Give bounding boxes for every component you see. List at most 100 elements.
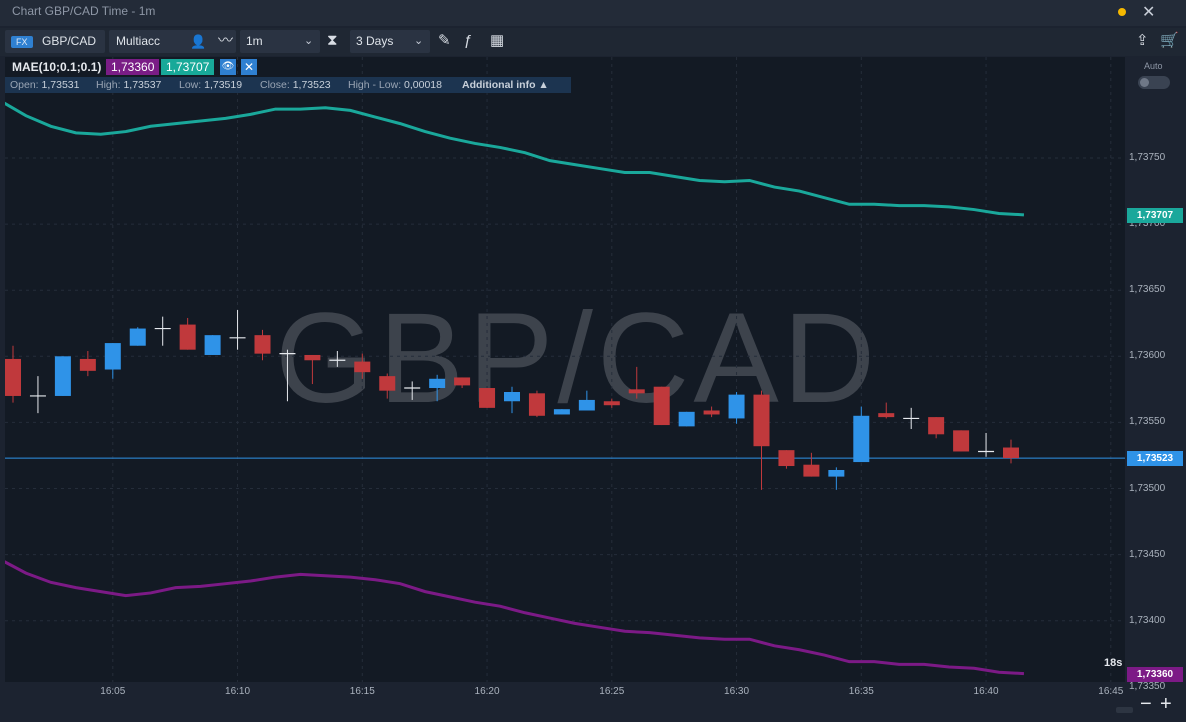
symbol-watermark: GBP/CAD xyxy=(275,287,880,430)
chevron-down-icon: ⌄ xyxy=(304,35,314,47)
current-price-tag: 1,73523 xyxy=(1127,451,1183,467)
candle-body xyxy=(853,415,870,463)
candle-body xyxy=(204,335,221,355)
title-bar: Chart GBP/CAD Time - 1m ✕ xyxy=(0,0,1186,26)
candle-body xyxy=(653,386,670,426)
candle-timer: 18s xyxy=(1104,657,1123,669)
price-tick-label: 1,73700 xyxy=(1129,218,1166,230)
candle-body xyxy=(753,394,770,447)
candle-body xyxy=(928,417,945,435)
candle-body xyxy=(803,464,820,477)
range-label: 3 Days xyxy=(356,34,394,48)
price-tick-label: 1,73600 xyxy=(1129,350,1166,362)
auto-scale-label: Auto xyxy=(1144,61,1163,71)
candle-body xyxy=(54,356,71,396)
zoom-in-icon[interactable]: + xyxy=(1160,693,1172,715)
timeframe-label: 1m xyxy=(246,34,263,48)
time-tick-label: 16:05 xyxy=(100,686,126,697)
candle-body xyxy=(179,324,196,350)
templates-icon[interactable]: ▦ xyxy=(490,32,505,49)
candle-body xyxy=(628,389,645,394)
candlestick-chart xyxy=(5,57,1125,682)
candle-body xyxy=(553,409,570,415)
price-tick-label: 1,73500 xyxy=(1129,482,1166,494)
candle-body xyxy=(429,378,446,389)
account-selector[interactable]: Multiacc 👤 xyxy=(109,30,236,53)
time-tick-label: 16:45 xyxy=(1098,686,1124,697)
account-label: Multiacc xyxy=(116,34,161,48)
time-tick-label: 16:35 xyxy=(848,686,874,697)
price-axis[interactable]: Auto 1,73350 1,73400 1,73450 1,73500 1,73550… xyxy=(1125,57,1186,692)
candle-body xyxy=(603,401,620,406)
upper-band-value: 1,73707 xyxy=(161,59,215,75)
low-readout: Low: 1,73519 xyxy=(179,79,243,91)
chart-type-icon[interactable]: 〰 xyxy=(218,32,234,49)
candle-body xyxy=(953,430,970,452)
indicators-icon[interactable]: ƒ xyxy=(464,32,473,49)
candle-body xyxy=(104,343,121,370)
candle-body xyxy=(828,469,845,477)
close-readout: Close: 1,73523 xyxy=(260,79,331,91)
candle-body xyxy=(5,358,21,396)
upper-band-price-tag: 1,73707 xyxy=(1127,207,1183,223)
indicator-name: MAE(10;0.1;0.1) xyxy=(12,60,102,74)
time-tick-label: 16:15 xyxy=(349,686,375,697)
time-tick-label: 16:40 xyxy=(973,686,999,697)
candle-body xyxy=(504,391,520,402)
additional-info-toggle[interactable]: Additional info ▲ xyxy=(462,79,549,91)
candle-body xyxy=(728,394,745,419)
time-tick-label: 16:30 xyxy=(724,686,750,697)
symbol-label: GBP/CAD xyxy=(42,34,97,48)
account-icon: 👤 xyxy=(190,34,207,49)
chevron-down-icon: ⌄ xyxy=(414,35,424,47)
range-readout: High - Low: 0,00018 xyxy=(348,79,442,91)
candle-body xyxy=(479,388,496,408)
candle-body xyxy=(254,335,271,354)
cart-icon[interactable]: 🛒 xyxy=(1160,32,1179,49)
lower-band-value: 1,73360 xyxy=(106,59,160,75)
range-select[interactable]: 3 Days ⌄ xyxy=(350,30,430,53)
price-tick-label: 1,73650 xyxy=(1129,284,1166,296)
price-tick-label: 1,73550 xyxy=(1129,416,1166,428)
time-tick-label: 16:25 xyxy=(599,686,625,697)
window-title: Chart GBP/CAD Time - 1m xyxy=(12,4,156,18)
fx-badge: FX xyxy=(11,36,33,48)
candle-body xyxy=(678,411,695,427)
ohlc-bar: Open: 1,73531 High: 1,73537 Low: 1,73519… xyxy=(5,77,571,93)
candle-body xyxy=(878,413,895,418)
candle-body xyxy=(379,376,396,391)
candle-body xyxy=(578,399,595,411)
close-icon[interactable]: ✕ xyxy=(1142,4,1156,21)
eye-icon[interactable]: 👁 xyxy=(220,59,236,75)
candle-body xyxy=(304,354,321,361)
time-tick-label: 16:20 xyxy=(474,686,500,697)
time-axis[interactable]: 16:05 16:10 16:15 16:20 16:25 16:30 16:35 16:40… xyxy=(5,682,1125,706)
share-icon[interactable]: ⇪ xyxy=(1136,32,1149,49)
price-tick-label: 1,73350 xyxy=(1129,680,1166,692)
horizontal-scrollbar[interactable] xyxy=(1116,707,1133,713)
candle-body xyxy=(1003,447,1019,459)
timeframe-select[interactable]: 1m ⌄ xyxy=(240,30,320,53)
open-readout: Open: 1,73531 xyxy=(10,79,80,91)
zoom-out-icon[interactable]: − xyxy=(1140,693,1152,715)
candle-body xyxy=(454,377,471,386)
price-tick-label: 1,73400 xyxy=(1129,614,1166,626)
candle-body xyxy=(703,410,720,415)
candles-icon[interactable]: ⧗ xyxy=(327,32,338,49)
candle-body xyxy=(354,361,371,373)
lower-band-price-tag: 1,73360 xyxy=(1127,666,1183,682)
symbol-selector[interactable]: FX GBP/CAD xyxy=(5,30,105,53)
candle-body xyxy=(129,328,146,346)
upper-band-line xyxy=(5,101,1025,217)
lower-band-line xyxy=(5,560,1025,676)
close-indicator-icon[interactable]: ✕ xyxy=(241,59,257,75)
price-tick-label: 1,73750 xyxy=(1129,152,1166,163)
chart-toolbar: FX GBP/CAD Multiacc 👤 〰 1m ⌄ ⧗ 3 Days ⌄ … xyxy=(0,28,1186,56)
chart-area[interactable]: GBP/CAD MAE(10;0.1;0.1) 1,73360 1,73707 … xyxy=(5,57,1125,682)
candle-body xyxy=(528,393,545,416)
price-tick-label: 1,73450 xyxy=(1129,548,1166,560)
status-dot-icon xyxy=(1118,8,1126,16)
auto-scale-toggle[interactable] xyxy=(1138,76,1170,89)
draw-pencil-icon[interactable]: ✎ xyxy=(438,32,451,49)
high-readout: High: 1,73537 xyxy=(96,79,162,91)
